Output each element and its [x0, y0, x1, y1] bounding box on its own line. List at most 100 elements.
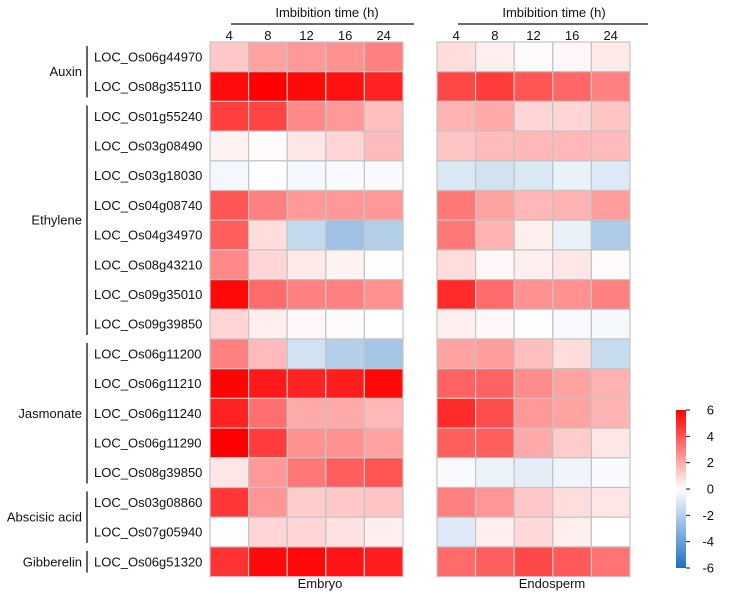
- heatmap-cell-endosperm-LOC_Os08g35110-8h: [475, 71, 515, 102]
- heatmap-cell-endosperm-LOC_Os06g51320-8h: [475, 546, 515, 578]
- heatmap-cell-embryo-LOC_Os06g11210-12h: [286, 368, 327, 400]
- heatmap-cell-embryo-LOC_Os04g34970-4h: [209, 219, 250, 251]
- heatmap-cell-embryo-LOC_Os08g39850-24h: [363, 457, 404, 489]
- heatmap-cell-endosperm-LOC_Os03g18030-16h: [552, 160, 592, 192]
- heatmap-cell-embryo-LOC_Os09g39850-16h: [325, 308, 365, 340]
- heatmap-cell-embryo-LOC_Os03g08860-4h: [209, 486, 250, 518]
- column-label-endosperm-4h: 4: [453, 28, 460, 43]
- heatmap-cell-embryo-LOC_Os03g08490-16h: [325, 130, 365, 162]
- heatmap-cell-embryo-LOC_Os04g08740-4h: [209, 189, 250, 221]
- heatmap-cell-embryo-LOC_Os04g34970-16h: [325, 219, 365, 251]
- heatmap-cell-embryo-LOC_Os01g55240-4h: [209, 100, 250, 132]
- colorbar-tick-label: -2: [702, 508, 714, 523]
- column-label-endosperm-12h: 12: [526, 28, 540, 43]
- row-label-LOC_Os03g08490: LOC_Os03g08490: [94, 138, 202, 153]
- heatmap-cell-embryo-LOC_Os08g35110-16h: [325, 71, 365, 102]
- heatmap-cell-endosperm-LOC_Os06g11240-16h: [552, 397, 592, 429]
- heatmap-cell-embryo-LOC_Os06g11240-12h: [286, 397, 327, 429]
- heatmap-cell-endosperm-LOC_Os04g34970-4h: [436, 219, 477, 251]
- heatmap-cell-endosperm-LOC_Os03g08860-12h: [513, 486, 554, 518]
- row-label-LOC_Os09g35010: LOC_Os09g35010: [94, 287, 202, 302]
- heatmap-cell-endosperm-LOC_Os03g08490-16h: [552, 130, 592, 162]
- heatmap-cell-endosperm-LOC_Os08g39850-12h: [513, 457, 554, 489]
- heatmap-cell-endosperm-LOC_Os01g55240-16h: [552, 100, 592, 132]
- heatmap-cell-embryo-LOC_Os03g08490-24h: [363, 130, 404, 162]
- row-label-LOC_Os04g08740: LOC_Os04g08740: [94, 198, 202, 213]
- imbibition-time-header-endosperm: Imbibition time (h): [502, 5, 605, 20]
- heatmap-cell-embryo-LOC_Os06g11240-4h: [209, 397, 250, 429]
- heatmap-cell-endosperm-LOC_Os03g18030-12h: [513, 160, 554, 192]
- heatmap-cell-endosperm-LOC_Os06g11240-12h: [513, 397, 554, 429]
- heatmap-cell-endosperm-LOC_Os09g35010-16h: [552, 279, 592, 310]
- heatmap-cell-endosperm-LOC_Os06g11200-24h: [590, 338, 631, 370]
- row-label-LOC_Os08g35110: LOC_Os08g35110: [94, 79, 201, 94]
- heatmap-cell-endosperm-LOC_Os07g05940-12h: [513, 516, 554, 548]
- heatmap-cell-endosperm-LOC_Os06g11290-4h: [436, 427, 477, 459]
- heatmap-cell-endosperm-LOC_Os06g11290-16h: [552, 427, 592, 459]
- row-label-LOC_Os06g11240: LOC_Os06g11240: [94, 406, 201, 421]
- heatmap-cell-embryo-LOC_Os07g05940-24h: [363, 516, 404, 548]
- heatmap-cell-endosperm-LOC_Os03g08860-24h: [590, 486, 631, 518]
- imbibition-time-header-embryo: Imbibition time (h): [275, 5, 378, 20]
- heatmap-cell-endosperm-LOC_Os08g43210-4h: [436, 249, 477, 281]
- heatmap-cell-endosperm-LOC_Os06g11200-8h: [475, 338, 515, 370]
- heatmap-cell-endosperm-LOC_Os03g08490-8h: [475, 130, 515, 162]
- row-label-LOC_Os06g51320: LOC_Os06g51320: [94, 554, 202, 569]
- heatmap-cell-embryo-LOC_Os06g11200-24h: [363, 338, 404, 370]
- column-label-embryo-24h: 24: [376, 28, 390, 43]
- heatmap-cell-embryo-LOC_Os07g05940-16h: [325, 516, 365, 548]
- heatmap-cell-endosperm-LOC_Os06g51320-12h: [513, 546, 554, 578]
- group-label-jasmonate: Jasmonate: [18, 406, 82, 421]
- column-label-embryo-8h: 8: [264, 28, 271, 43]
- heatmap-cell-embryo-LOC_Os06g11240-16h: [325, 397, 365, 429]
- group-label-auxin: Auxin: [49, 64, 82, 79]
- heatmap-cell-embryo-LOC_Os01g55240-24h: [363, 100, 404, 132]
- heatmap-cell-endosperm-LOC_Os01g55240-4h: [436, 100, 477, 132]
- row-label-LOC_Os06g11200: LOC_Os06g11200: [94, 346, 201, 361]
- heatmap-cell-endosperm-LOC_Os03g18030-8h: [475, 160, 515, 192]
- heatmap-cell-embryo-LOC_Os06g11290-4h: [209, 427, 250, 459]
- heatmap-cell-embryo-LOC_Os03g08860-24h: [363, 486, 404, 518]
- heatmap-cell-embryo-LOC_Os06g11210-8h: [248, 368, 288, 400]
- column-labels: 4 8 12 16 24 4 8 12 16 24: [226, 28, 618, 43]
- heatmap-cell-embryo-LOC_Os06g11290-12h: [286, 427, 327, 459]
- heatmap-cell-embryo-LOC_Os03g08490-12h: [286, 130, 327, 162]
- colorbar: [676, 410, 686, 568]
- heatmap-cell-endosperm-LOC_Os08g43210-8h: [475, 249, 515, 281]
- row-label-LOC_Os03g08860: LOC_Os03g08860: [94, 495, 202, 510]
- heatmap-cell-endosperm-LOC_Os06g44970-8h: [475, 41, 515, 73]
- heatmap-cell-endosperm-LOC_Os07g05940-24h: [590, 516, 631, 548]
- heatmap-cell-endosperm-LOC_Os06g11210-4h: [436, 368, 477, 400]
- heatmap-cell-endosperm-LOC_Os09g35010-4h: [436, 279, 477, 310]
- group-label-abscisic-acid: Abscisic acid: [7, 510, 82, 525]
- heatmap-cell-endosperm-LOC_Os09g39850-12h: [513, 308, 554, 340]
- heatmap-cell-endosperm-LOC_Os04g08740-12h: [513, 189, 554, 221]
- heatmap-cell-embryo-LOC_Os03g18030-16h: [325, 160, 365, 192]
- row-label-LOC_Os07g05940: LOC_Os07g05940: [94, 525, 202, 540]
- heatmap-cell-endosperm-LOC_Os06g11210-24h: [590, 368, 631, 400]
- heatmap-cell-embryo-LOC_Os01g55240-8h: [248, 100, 288, 132]
- heatmap-cell-embryo-LOC_Os08g35110-24h: [363, 71, 404, 102]
- heatmap-cell-embryo-LOC_Os04g34970-8h: [248, 219, 288, 251]
- heatmap-cell-embryo-LOC_Os06g11240-24h: [363, 397, 404, 429]
- heatmap-cell-embryo-LOC_Os09g39850-8h: [248, 308, 288, 340]
- heatmap-cell-endosperm-LOC_Os06g11200-16h: [552, 338, 592, 370]
- panel-label-embryo: Embryo: [298, 576, 343, 591]
- column-label-embryo-4h: 4: [226, 28, 233, 43]
- heatmap-cell-endosperm-LOC_Os03g08860-4h: [436, 486, 477, 518]
- heatmap-cell-embryo-LOC_Os04g08740-16h: [325, 189, 365, 221]
- heatmap-cell-endosperm-LOC_Os06g11290-8h: [475, 427, 515, 459]
- heatmap-cell-embryo-LOC_Os06g44970-16h: [325, 41, 365, 73]
- heatmap-cell-embryo-LOC_Os09g39850-12h: [286, 308, 327, 340]
- heatmap-cell-embryo-LOC_Os04g08740-12h: [286, 189, 327, 221]
- group-label-ethylene: Ethylene: [31, 213, 82, 228]
- heatmap-cell-embryo-LOC_Os01g55240-16h: [325, 100, 365, 132]
- heatmap-cell-embryo-LOC_Os03g08860-8h: [248, 486, 288, 518]
- heatmap-cell-embryo-LOC_Os06g11290-24h: [363, 427, 404, 459]
- heatmap-cell-embryo-LOC_Os03g08490-4h: [209, 130, 250, 162]
- heatmap-cell-embryo-LOC_Os09g39850-4h: [209, 308, 250, 340]
- colorbar-tick-label: 6: [707, 403, 714, 418]
- heatmap-cell-endosperm-LOC_Os04g08740-4h: [436, 189, 477, 221]
- heatmap-cell-embryo-LOC_Os08g43210-8h: [248, 249, 288, 281]
